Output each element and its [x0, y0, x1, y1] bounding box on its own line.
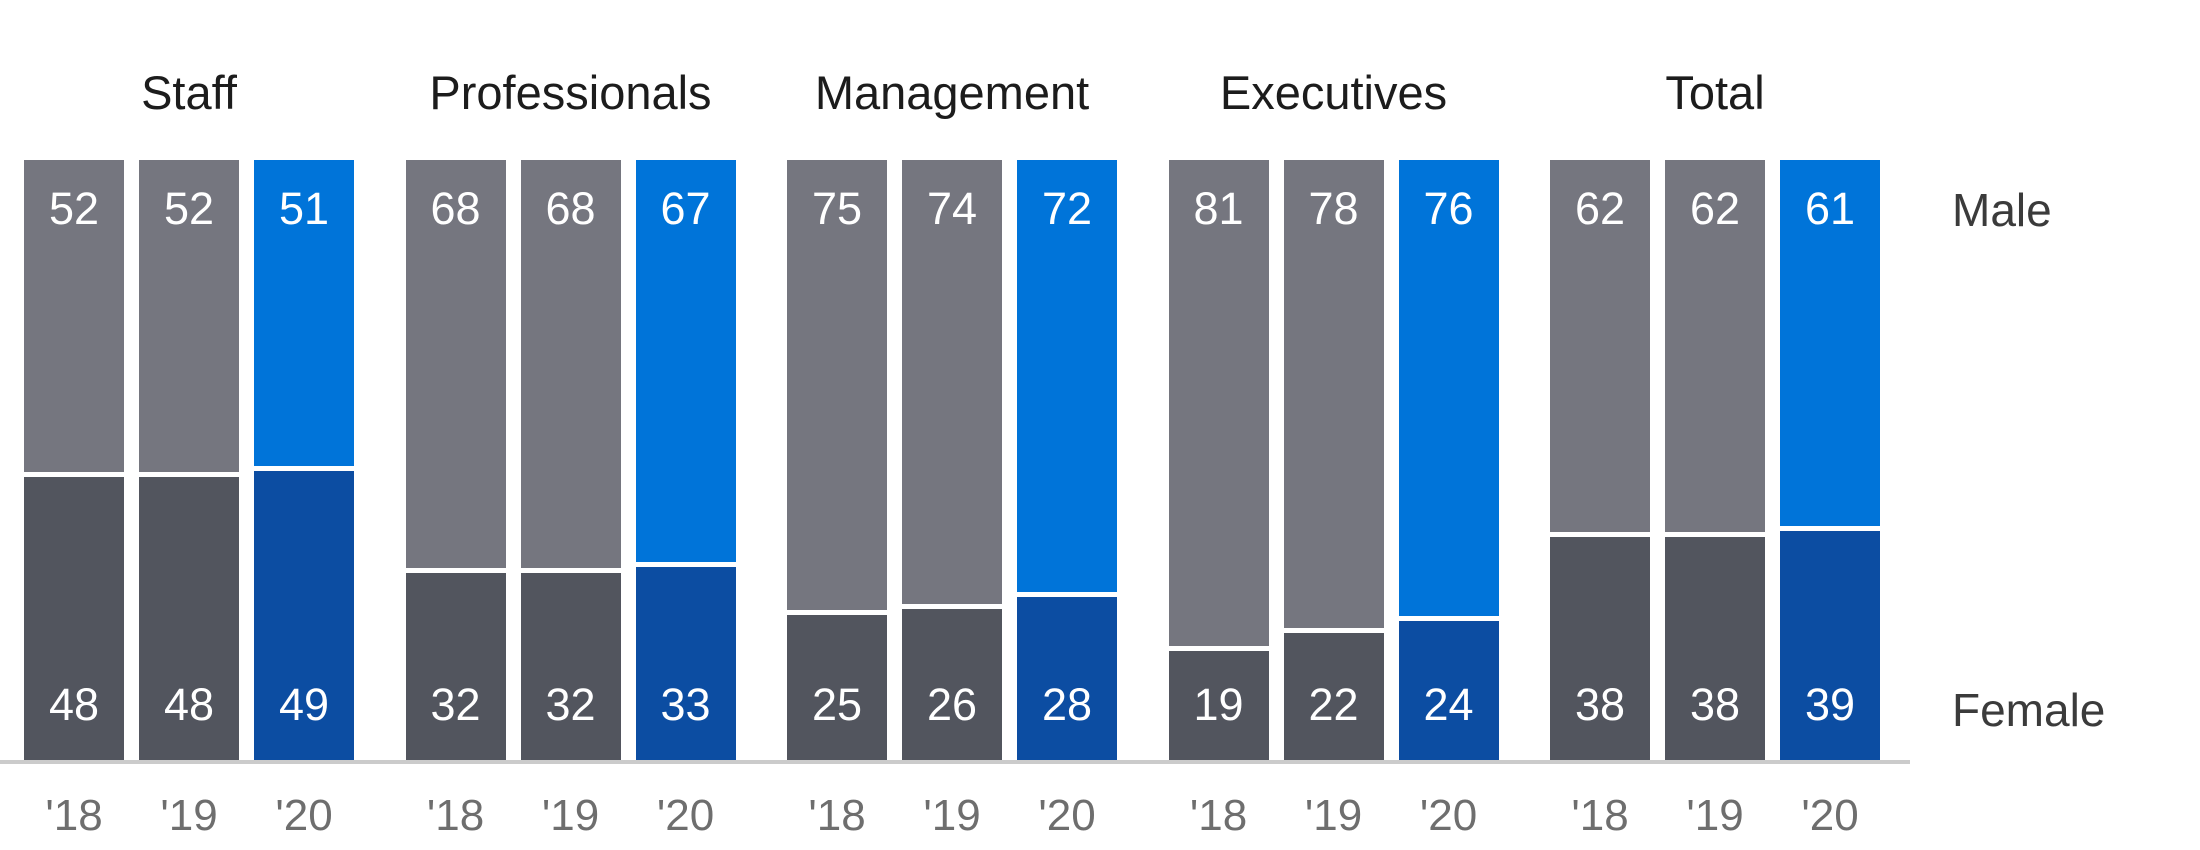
female-segment: 26 — [902, 604, 1002, 760]
female-segment: 48 — [139, 472, 239, 760]
female-segment: 39 — [1780, 526, 1880, 760]
year-tick-label: '18 — [808, 791, 866, 840]
year-tick-label: '19 — [160, 791, 218, 840]
male-value-label: 61 — [1804, 183, 1856, 234]
male-segment: 62 — [1550, 160, 1650, 532]
stacked-bar: 74 26 — [902, 160, 1002, 760]
group-title: Staff — [141, 66, 237, 119]
stacked-bar: 51 49 — [254, 160, 354, 760]
male-value-label: 78 — [1308, 183, 1359, 234]
female-segment: 25 — [787, 610, 887, 760]
female-value-label: 48 — [48, 679, 100, 730]
stacked-bar: 68 32 — [520, 160, 621, 760]
male-segment: 81 — [1168, 160, 1269, 646]
male-segment: 68 — [520, 160, 621, 568]
year-tick-label: '19 — [541, 791, 600, 840]
female-value-label: 22 — [1308, 679, 1359, 730]
male-segment: 62 — [1665, 160, 1765, 532]
stacked-bar: 76 24 — [1398, 160, 1499, 760]
stacked-bar: 81 19 — [1168, 160, 1269, 760]
year-tick-label: '19 — [923, 791, 981, 840]
male-segment: 52 — [139, 160, 239, 472]
stacked-bar: 52 48 — [139, 160, 239, 760]
male-segment: 78 — [1283, 160, 1384, 628]
male-segment: 76 — [1398, 160, 1499, 616]
female-value-label: 32 — [545, 679, 596, 730]
stacked-bar: 61 39 — [1780, 160, 1880, 760]
male-segment: 75 — [787, 160, 887, 610]
female-series-label: Female — [1952, 684, 2106, 736]
male-segment: 74 — [902, 160, 1002, 604]
year-tick-label: '18 — [45, 791, 103, 840]
male-segment: 68 — [405, 160, 506, 568]
male-series-label: Male — [1952, 184, 2052, 236]
male-value-label: 81 — [1193, 183, 1244, 234]
male-segment: 72 — [1017, 160, 1117, 592]
male-value-label: 68 — [430, 183, 481, 234]
female-segment: 19 — [1168, 646, 1269, 760]
female-segment: 38 — [1550, 532, 1650, 760]
group-title: Professionals — [429, 66, 712, 119]
year-tick-label: '18 — [1571, 791, 1629, 840]
male-value-label: 74 — [926, 183, 978, 234]
female-value-label: 25 — [811, 679, 863, 730]
female-segment: 24 — [1398, 616, 1499, 760]
female-value-label: 33 — [660, 679, 711, 730]
stacked-bar: 75 25 — [787, 160, 887, 760]
stacked-bar: 62 38 — [1550, 160, 1650, 760]
female-value-label: 19 — [1193, 679, 1244, 730]
stacked-bar: 68 32 — [405, 160, 506, 760]
female-segment: 48 — [24, 472, 124, 760]
female-segment: 32 — [405, 568, 506, 760]
stacked-bar: 72 28 — [1017, 160, 1117, 760]
year-tick-label: '20 — [1038, 791, 1096, 840]
female-value-label: 28 — [1041, 679, 1093, 730]
year-tick-label: '19 — [1686, 791, 1744, 840]
female-segment: 32 — [520, 568, 621, 760]
year-tick-label: '20 — [656, 791, 715, 840]
male-value-label: 52 — [48, 183, 100, 234]
year-tick-label: '19 — [1304, 791, 1363, 840]
female-value-label: 49 — [278, 679, 330, 730]
axis-baseline — [0, 760, 1910, 764]
male-value-label: 62 — [1689, 183, 1741, 234]
male-value-label: 72 — [1041, 183, 1093, 234]
male-value-label: 75 — [811, 183, 863, 234]
female-segment: 38 — [1665, 532, 1765, 760]
male-segment: 52 — [24, 160, 124, 472]
male-segment: 51 — [254, 160, 354, 466]
female-segment: 22 — [1283, 628, 1384, 760]
stacked-bar: 52 48 — [24, 160, 124, 760]
male-value-label: 68 — [545, 183, 596, 234]
female-value-label: 32 — [430, 679, 481, 730]
group-title: Total — [1665, 66, 1765, 119]
female-value-label: 38 — [1574, 679, 1626, 730]
female-value-label: 38 — [1689, 679, 1741, 730]
stacked-bar: 62 38 — [1665, 160, 1765, 760]
female-value-label: 48 — [163, 679, 215, 730]
female-segment: 33 — [635, 562, 736, 760]
male-value-label: 51 — [278, 183, 330, 234]
year-tick-label: '20 — [1419, 791, 1478, 840]
female-value-label: 39 — [1804, 679, 1856, 730]
male-value-label: 67 — [660, 183, 711, 234]
female-segment: 49 — [254, 466, 354, 760]
year-tick-label: '18 — [426, 791, 485, 840]
male-value-label: 62 — [1574, 183, 1626, 234]
stacked-bar: 78 22 — [1283, 160, 1384, 760]
male-segment: 61 — [1780, 160, 1880, 526]
female-value-label: 24 — [1423, 679, 1474, 730]
female-segment: 28 — [1017, 592, 1117, 760]
year-tick-label: '18 — [1189, 791, 1248, 840]
group-title: Management — [814, 66, 1090, 119]
year-tick-label: '20 — [1801, 791, 1859, 840]
male-value-label: 76 — [1423, 183, 1474, 234]
stacked-bar: 67 33 — [635, 160, 736, 760]
year-tick-label: '20 — [275, 791, 333, 840]
group-title: Executives — [1219, 66, 1448, 119]
female-value-label: 26 — [926, 679, 978, 730]
male-segment: 67 — [635, 160, 736, 562]
male-value-label: 52 — [163, 183, 215, 234]
